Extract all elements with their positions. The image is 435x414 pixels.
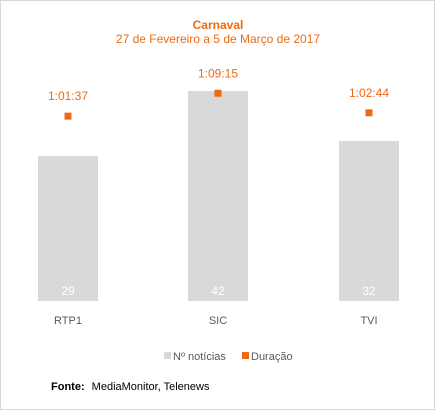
legend-label-duracao: Duração [251, 351, 293, 363]
duration-value-label: 1:02:44 [349, 86, 389, 100]
bar-sic [188, 91, 248, 301]
x-tick-label: SIC [209, 315, 227, 327]
bar-value-label: 42 [211, 284, 225, 298]
bar-value-label: 32 [362, 284, 376, 298]
legend-label-noticias: Nº notícias [173, 351, 226, 363]
chart-title: Carnaval [193, 18, 244, 32]
x-tick-label: TVI [360, 315, 377, 327]
source-text: MediaMonitor, Telenews [92, 381, 210, 393]
duration-value-label: 1:09:15 [198, 66, 238, 80]
duration-point-sic [214, 89, 222, 97]
bar-rtp1 [38, 156, 98, 301]
x-tick-label: RTP1 [54, 315, 82, 327]
legend-swatch-noticias [164, 352, 171, 359]
chart-subtitle: 27 de Fevereiro a 5 de Março de 2017 [116, 32, 320, 46]
source-label: Fonte: [51, 381, 85, 393]
duration-value-label: 1:01:37 [48, 89, 88, 103]
legend-swatch-duracao [242, 352, 249, 359]
source-note: Fonte: MediaMonitor, Telenews [51, 381, 210, 393]
legend: Nº notícias Duração [164, 351, 293, 363]
bar-tvi [339, 141, 399, 301]
duration-point-rtp1 [64, 112, 72, 120]
duration-point-tvi [365, 109, 373, 117]
plot-area: 29 1:01:37 RTP1 42 1:09:15 SIC 32 1:02:44 TVI [38, 66, 399, 327]
bar-value-label: 29 [61, 284, 75, 298]
